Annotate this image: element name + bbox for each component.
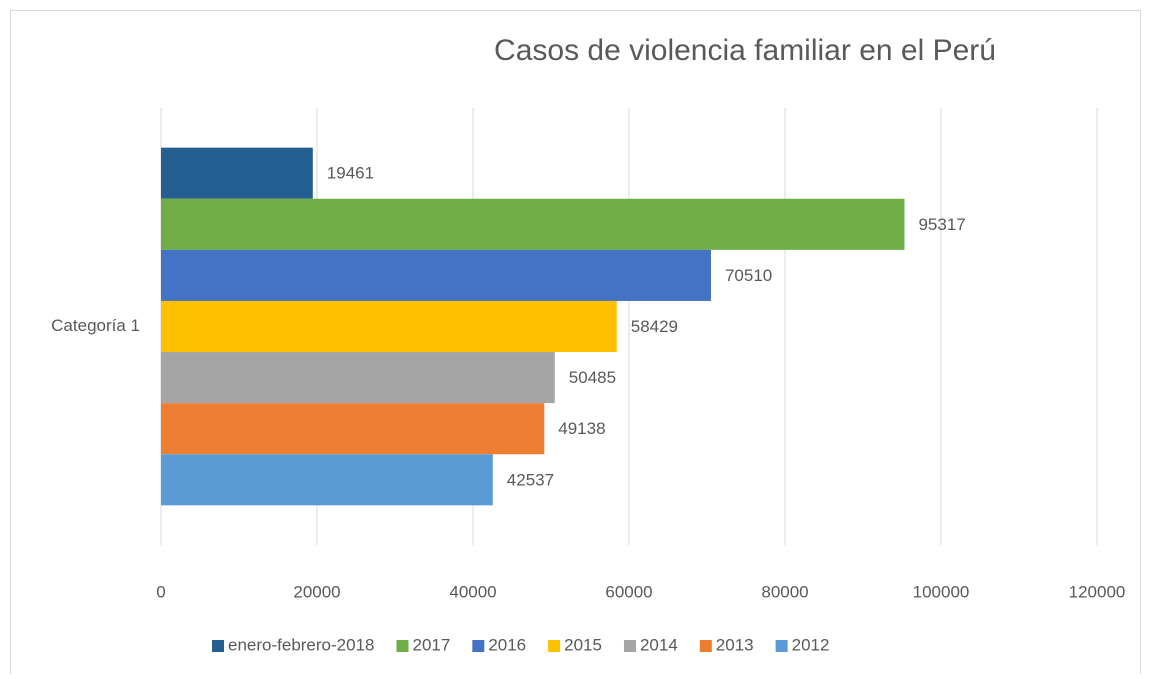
data-label: 95317	[918, 215, 965, 234]
legend-swatch	[396, 640, 409, 652]
x-tick-label: 100000	[913, 582, 970, 601]
legend-label: 2014	[640, 635, 678, 654]
legend-label: 2013	[716, 635, 754, 654]
bar	[161, 198, 905, 250]
y-tick-label: Categoría 1	[51, 316, 140, 335]
legend-swatch	[212, 640, 224, 652]
x-tick-label: 120000	[1069, 582, 1126, 601]
legend-swatch	[548, 640, 561, 652]
legend-label: 2017	[412, 635, 450, 654]
x-tick-label: 80000	[761, 582, 808, 601]
x-tick-label: 20000	[293, 582, 340, 601]
bar	[161, 454, 493, 506]
legend-swatch	[623, 640, 636, 652]
bar	[161, 403, 545, 455]
data-label: 49138	[558, 419, 605, 438]
data-label: 19461	[327, 164, 374, 183]
bar	[161, 249, 711, 301]
data-label: 70510	[725, 266, 772, 285]
legend-swatch	[775, 640, 788, 652]
bar	[161, 352, 555, 404]
legend-label: 2015	[564, 635, 602, 654]
x-tick-label: 0	[156, 582, 165, 601]
data-label: 42537	[507, 470, 554, 489]
legend-label: 2012	[792, 635, 830, 654]
data-label: 58429	[631, 317, 678, 336]
x-tick-label: 40000	[449, 582, 496, 601]
legend-label: enero-febrero-2018	[228, 635, 374, 654]
x-tick-label: 60000	[605, 582, 652, 601]
chart-title: Casos de violencia familiar en el Perú	[494, 34, 996, 67]
legend-swatch	[699, 640, 712, 652]
bar	[161, 300, 617, 353]
legend-swatch	[472, 640, 485, 652]
bar	[161, 147, 313, 199]
data-label: 50485	[569, 368, 616, 387]
legend-label: 2016	[488, 635, 526, 654]
